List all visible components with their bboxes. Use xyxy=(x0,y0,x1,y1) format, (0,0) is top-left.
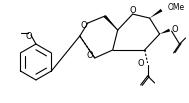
Text: OMe: OMe xyxy=(168,3,185,12)
Polygon shape xyxy=(150,9,162,18)
Text: O: O xyxy=(137,59,144,68)
Text: O: O xyxy=(129,6,136,15)
Text: O: O xyxy=(80,21,87,30)
Text: O: O xyxy=(26,32,32,41)
Text: O: O xyxy=(172,25,178,34)
Polygon shape xyxy=(160,29,170,34)
Polygon shape xyxy=(104,15,118,30)
Text: O: O xyxy=(86,52,93,60)
